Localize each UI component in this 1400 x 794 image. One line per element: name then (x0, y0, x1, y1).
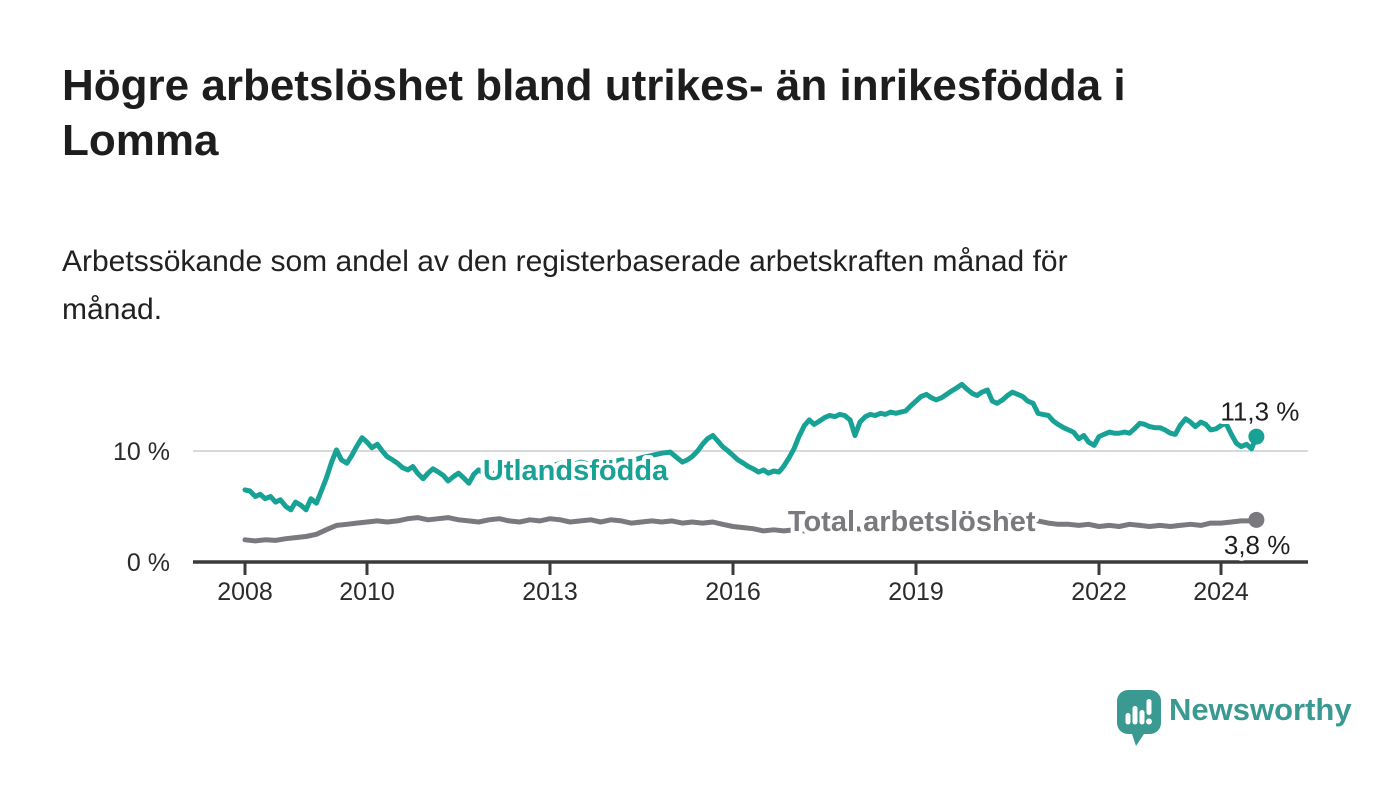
series-end-dot-utlandsfodda (1248, 428, 1265, 445)
x-tick-label-2010: 2010 (339, 578, 395, 606)
y-tick-label-0: 0 % (127, 549, 170, 577)
chart-subtitle: Arbetssökande som andel av den registerb… (62, 238, 1068, 334)
newsworthy-logo: Newsworthy (1117, 688, 1377, 750)
chart-subtitle-line1: Arbetssökande som andel av den registerb… (62, 245, 1068, 278)
chart-title-line2: Lomma (62, 116, 219, 165)
chart-subtitle-line2: månad. (62, 293, 163, 326)
logo-exclamation-dot (1146, 718, 1152, 725)
x-tick-label-2016: 2016 (705, 578, 761, 606)
brand-name: Newsworthy (1169, 692, 1352, 727)
logo-bar-1 (1125, 713, 1131, 725)
series-end-dot-total (1248, 511, 1265, 528)
logo-bubble-shape (1117, 690, 1161, 746)
chart-title: Högre arbetslöshet bland utrikes- än inr… (62, 58, 1126, 168)
x-tick-label-2024: 2024 (1193, 578, 1249, 606)
logo-bar-2 (1132, 706, 1138, 725)
end-value-label-utlandsfodda: 11,3 % (1220, 397, 1299, 427)
series-label-total: Total arbetslöshet (788, 506, 1036, 538)
newsworthy-logo-icon (1117, 690, 1161, 746)
end-value-label-total: 3,8 % (1224, 530, 1291, 560)
x-tick-label-2022: 2022 (1071, 578, 1127, 606)
logo-bar-3 (1139, 710, 1145, 725)
series-line-utlandsfodda (242, 381, 1259, 513)
x-tick-label-2013: 2013 (522, 578, 578, 606)
y-tick-label-10: 10 % (113, 438, 170, 466)
x-tick-label-2008: 2008 (217, 578, 273, 606)
chart-title-line1: Högre arbetslöshet bland utrikes- än inr… (62, 61, 1126, 110)
x-tick-label-2019: 2019 (888, 578, 944, 606)
series-label-utlandsfodda: Utlandsfödda (483, 455, 669, 487)
series-line-total (242, 511, 1259, 544)
logo-exclamation-bar (1146, 699, 1152, 715)
